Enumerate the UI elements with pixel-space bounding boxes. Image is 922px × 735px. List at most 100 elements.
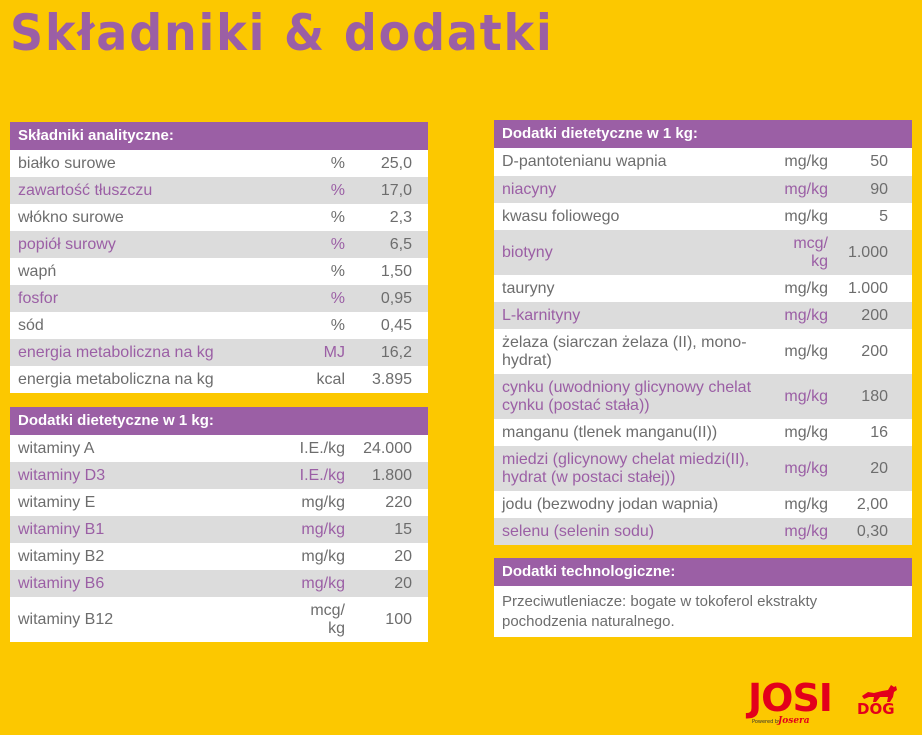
table-row: witaminy B2 mg/kg 20 (10, 543, 428, 570)
row-name: manganu (tlenek manganu(II)) (502, 423, 718, 441)
row-name: L-karnityny (502, 306, 581, 324)
row-value: 20 (870, 459, 888, 477)
table-row: witaminy B12 mcg/kg 100 (10, 597, 428, 642)
row-unit: mcg/kg (310, 601, 345, 637)
table-row: cynku (uwodniony glicynowy chelat cynku (… (494, 374, 912, 419)
row-value: 24.000 (363, 439, 412, 457)
table-header: Dodatki dietetyczne w 1 kg: (10, 407, 428, 435)
row-value: 5 (879, 207, 888, 225)
row-unit: mg/kg (784, 495, 828, 513)
row-name: kwasu foliowego (502, 207, 620, 225)
logo-powered-text: Powered by (752, 719, 781, 725)
table-row: kwasu foliowego mg/kg 5 (494, 203, 912, 230)
row-unit: % (330, 316, 345, 334)
row-name: witaminy B6 (18, 574, 105, 592)
technological-additives-box: Dodatki technologiczne: Przeciwutleniacz… (494, 558, 912, 637)
row-name: jodu (bezwodny jodan wapnia) (502, 495, 719, 513)
row-value: 17,0 (380, 181, 412, 199)
table-row: selenu (selenin sodu) mg/kg 0,30 (494, 518, 912, 545)
row-name: witaminy D3 (18, 466, 106, 484)
table-row: niacyny mg/kg 90 (494, 176, 912, 203)
table-row: włókno surowe% 2,3 (10, 204, 428, 231)
dietary-additives-minerals-table: Dodatki dietetyczne w 1 kg: D-pantotenia… (494, 120, 912, 545)
row-value: 16 (870, 423, 888, 441)
table-row: witaminy E mg/kg 220 (10, 489, 428, 516)
row-name: zawartość tłuszczu (18, 181, 153, 199)
page-title: Składniki & dodatki (10, 4, 554, 62)
table-row: manganu (tlenek manganu(II)) mg/kg 16 (494, 419, 912, 446)
row-unit: mg/kg (784, 342, 828, 360)
table-row: energia metaboliczna na kg MJ 16,2 (10, 339, 428, 366)
row-name: witaminy B1 (18, 520, 105, 538)
row-name: energia metaboliczna na kg (18, 343, 214, 361)
table-row: D-pantotenianu wapnia mg/kg 50 (494, 148, 912, 176)
row-name: witaminy A (18, 439, 95, 457)
table-row: sód% 0,45 (10, 312, 428, 339)
row-unit: mg/kg (784, 153, 828, 170)
row-unit: mg/kg (301, 493, 345, 511)
table-row: energia metaboliczna na kg kcal 3.895 (10, 366, 428, 393)
row-name: selenu (selenin sodu) (502, 522, 655, 540)
row-unit: mg/kg (784, 207, 828, 225)
row-value: 50 (870, 153, 888, 170)
table-row: białko surowe% 25,0 (10, 150, 428, 177)
row-value: 200 (861, 342, 888, 360)
row-unit: % (330, 208, 345, 226)
row-value: 1,50 (380, 262, 412, 280)
table-row: zawartość tłuszczu% 17,0 (10, 177, 428, 204)
table-row: tauryny mg/kg 1.000 (494, 275, 912, 302)
row-unit: mg/kg (301, 574, 345, 592)
row-value: 20 (394, 574, 412, 592)
row-name: tauryny (502, 279, 555, 297)
row-name: niacyny (502, 180, 557, 198)
row-value: 15 (394, 520, 412, 538)
row-value: 90 (870, 180, 888, 198)
row-name: witaminy B12 (18, 610, 114, 628)
row-name: witaminy E (18, 493, 96, 511)
row-name: popiół surowy (18, 235, 116, 253)
table-row: jodu (bezwodny jodan wapnia) mg/kg 2,00 (494, 491, 912, 518)
row-value: 16,2 (380, 343, 412, 361)
row-value: 1.000 (847, 279, 888, 297)
row-value: 25,0 (380, 154, 412, 172)
row-value: 200 (861, 306, 888, 324)
table-row: miedzi (glicynowy chelat miedzi(II), hydr… (494, 446, 912, 491)
row-value: 180 (861, 387, 888, 405)
table-header: Składniki analityczne: (10, 122, 428, 150)
row-unit: MJ (323, 343, 345, 361)
row-value: 0,45 (380, 316, 412, 334)
row-unit: % (330, 154, 345, 172)
logo-dog-text: DOG (857, 700, 895, 718)
row-name: miedzi (glicynowy chelat miedzi(II), hydr… (502, 450, 750, 486)
row-unit: mg/kg (784, 459, 828, 477)
row-unit: mg/kg (784, 180, 828, 198)
row-unit: % (330, 235, 345, 253)
table-header: Dodatki technologiczne: (494, 558, 912, 586)
table-row: żelaza (siarczan żelaza (II), mono-hydra… (494, 329, 912, 374)
row-name: cynku (uwodniony glicynowy chelat cynku (… (502, 378, 752, 414)
josidog-logo: JOSI DOG Powered by Josera (748, 678, 908, 728)
row-value: 0,95 (380, 289, 412, 307)
row-value: 20 (394, 547, 412, 565)
row-unit: % (330, 181, 345, 199)
table-row: fosfor% 0,95 (10, 285, 428, 312)
row-name: energia metaboliczna na kg (18, 370, 214, 388)
row-unit: mg/kg (301, 547, 345, 565)
row-unit: mg/kg (301, 520, 345, 538)
row-name: włókno surowe (18, 208, 124, 226)
row-unit: mg/kg (784, 522, 828, 540)
row-unit: I.E./kg (299, 439, 345, 457)
row-unit: mg/kg (784, 387, 828, 405)
row-value: 2,00 (856, 495, 888, 513)
table-header: Dodatki dietetyczne w 1 kg: (494, 120, 912, 148)
table-row: witaminy A I.E./kg 24.000 (10, 435, 428, 462)
logo-josi-text: JOSI (748, 676, 833, 720)
table-row: popiół surowy% 6,5 (10, 231, 428, 258)
table-row: witaminy B1 mg/kg 15 (10, 516, 428, 543)
technological-additives-text: Przeciwutleniacze: bogate w tokoferol ek… (494, 586, 912, 637)
table-row: wapń% 1,50 (10, 258, 428, 285)
row-name: fosfor (18, 289, 59, 307)
row-value: 1.000 (847, 243, 888, 261)
row-name: D-pantotenianu wapnia (502, 153, 667, 170)
row-unit: mg/kg (784, 423, 828, 441)
